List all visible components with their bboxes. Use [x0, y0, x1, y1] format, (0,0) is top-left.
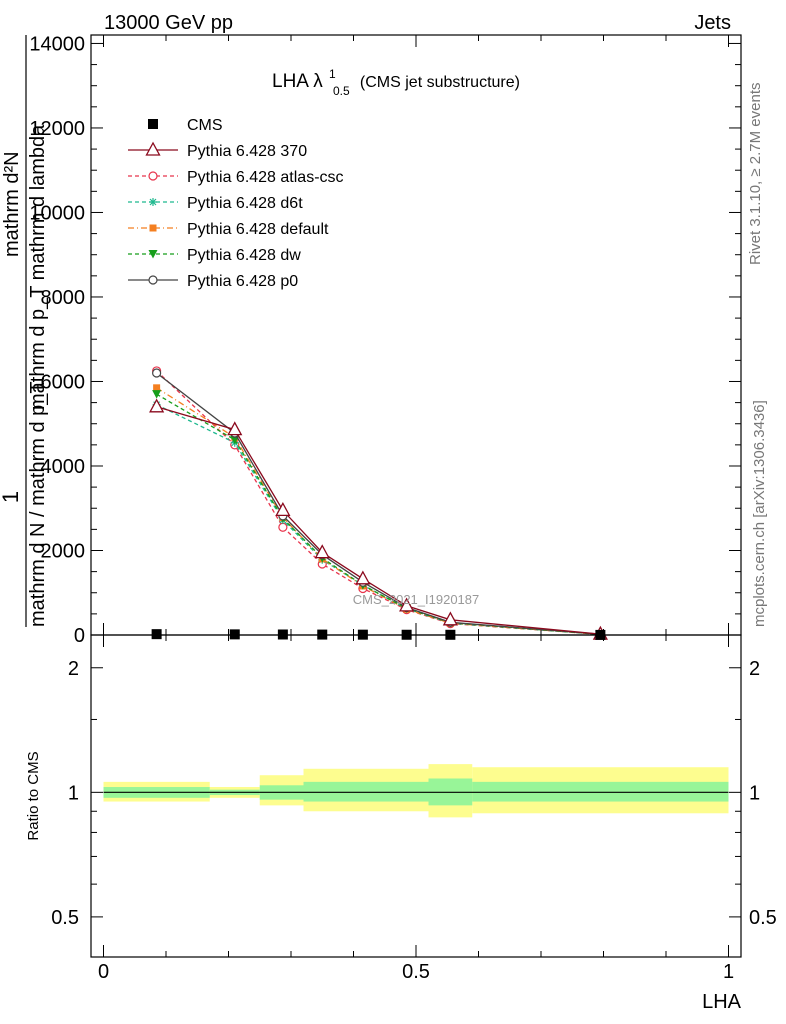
ratio-y-tick-label: 2	[68, 658, 79, 680]
title-main: LHA λ	[272, 71, 323, 92]
data-point	[278, 522, 288, 532]
series-line	[156, 372, 601, 635]
data-point	[399, 597, 415, 612]
ratio-y-tick-label-right: 0.5	[749, 907, 777, 929]
legend-label: Pythia 6.428 p0	[187, 273, 298, 290]
rivet-label: Rivet 3.1.10, ≥ 2.7M events	[747, 83, 764, 266]
x-tick-label: 1	[723, 961, 734, 983]
ylabel-prefix: 1	[0, 491, 23, 503]
header-right: Jets	[694, 12, 731, 34]
legend-entry: Pythia 6.428 d6t	[128, 195, 303, 212]
legend-label: CMS	[187, 117, 223, 134]
ratio-y-tick-label-right: 2	[749, 658, 760, 680]
ratio-ylabel: Ratio to CMS	[25, 751, 42, 840]
legend-marker	[148, 119, 158, 129]
legend: CMS Pythia 6.428 370 Pythia 6.428 atlas-cs…	[128, 117, 344, 290]
ratio-y-tick-label: 1	[68, 782, 79, 804]
ratio-inner-band	[303, 781, 429, 802]
mcplots-label: mcplots.cern.ch [arXiv:1306.3436]	[751, 400, 768, 627]
title-sup: 1	[329, 67, 336, 81]
series-line	[156, 406, 601, 635]
ratio-y-tick-label-right: 1	[749, 782, 760, 804]
legend-label: Pythia 6.428 370	[187, 143, 307, 160]
legend-entry: Pythia 6.428 dw	[128, 247, 301, 264]
data-point	[153, 384, 161, 392]
x-axis-label: LHA	[702, 991, 742, 1013]
legend-entry: CMS	[148, 117, 223, 134]
x-tick-label: 0.5	[402, 961, 430, 983]
data-point	[149, 398, 165, 413]
legend-label: Pythia 6.428 d6t	[187, 195, 303, 212]
legend-marker	[145, 141, 161, 156]
data-point	[355, 570, 371, 585]
x-tick-label: 0	[98, 961, 109, 983]
series-line	[156, 370, 601, 636]
ratio-plot: 0.5 0.5 1 1 2 2 0 0.5 1	[51, 635, 777, 983]
watermark: CMS_2021_I1920187	[353, 592, 480, 607]
data-point	[151, 629, 162, 640]
legend-marker	[148, 275, 158, 285]
ylabel-numerator: mathrm d²N	[1, 151, 23, 257]
legend-marker	[149, 198, 157, 206]
series-line	[156, 387, 601, 636]
legend-label: Pythia 6.428 atlas-csc	[187, 169, 344, 186]
legend-marker	[148, 171, 158, 181]
legend-marker	[148, 250, 158, 259]
ylabel-denominator: mathrm d p_T mathrm d lambda	[27, 124, 49, 410]
ratio-inner-band	[472, 781, 729, 802]
data-point	[152, 390, 162, 399]
legend-entry: Pythia 6.428 default	[128, 221, 329, 238]
y-tick-label: 2000	[41, 540, 86, 562]
main-plot: 0 2000 4000 6000 8000 10000 12000 14000	[29, 33, 741, 647]
series-line	[156, 393, 601, 636]
y-tick-label: 14000	[29, 33, 85, 55]
y-tick-label: 10000	[29, 202, 85, 224]
data-point	[152, 368, 162, 378]
title-sub: 0.5	[333, 84, 350, 98]
legend-label: Pythia 6.428 default	[187, 221, 329, 238]
data-point	[275, 501, 291, 517]
y-axis-label: 1 mathrm d N / mathrm d p_T mathrm d²N m…	[0, 35, 49, 627]
legend-entry: Pythia 6.428 atlas-csc	[128, 169, 344, 186]
data-point	[442, 611, 458, 626]
y-tick-label: 4000	[41, 456, 86, 478]
y-tick-label: 8000	[41, 287, 86, 309]
legend-marker	[149, 224, 157, 232]
ratio-y-tick-label: 0.5	[51, 907, 79, 929]
y-tick-label: 12000	[29, 118, 85, 140]
title-suffix: (CMS jet substructure)	[360, 74, 520, 91]
ylabel-prefix-den: mathrm d N / mathrm d p_T	[27, 381, 49, 627]
y-tick-label: 6000	[41, 371, 86, 393]
data-point	[227, 421, 243, 436]
ratio-frame	[90, 634, 742, 958]
y-tick-label: 0	[74, 625, 85, 647]
legend-label: Pythia 6.428 dw	[187, 247, 301, 264]
data-point	[229, 629, 240, 640]
legend-entry: Pythia 6.428 370	[128, 141, 307, 160]
legend-entry: Pythia 6.428 p0	[128, 273, 298, 290]
data-point	[314, 544, 330, 559]
chart-title: LHA λ 1 0.5 (CMS jet substructure)	[272, 62, 520, 100]
header-left: 13000 GeV pp	[104, 12, 233, 34]
